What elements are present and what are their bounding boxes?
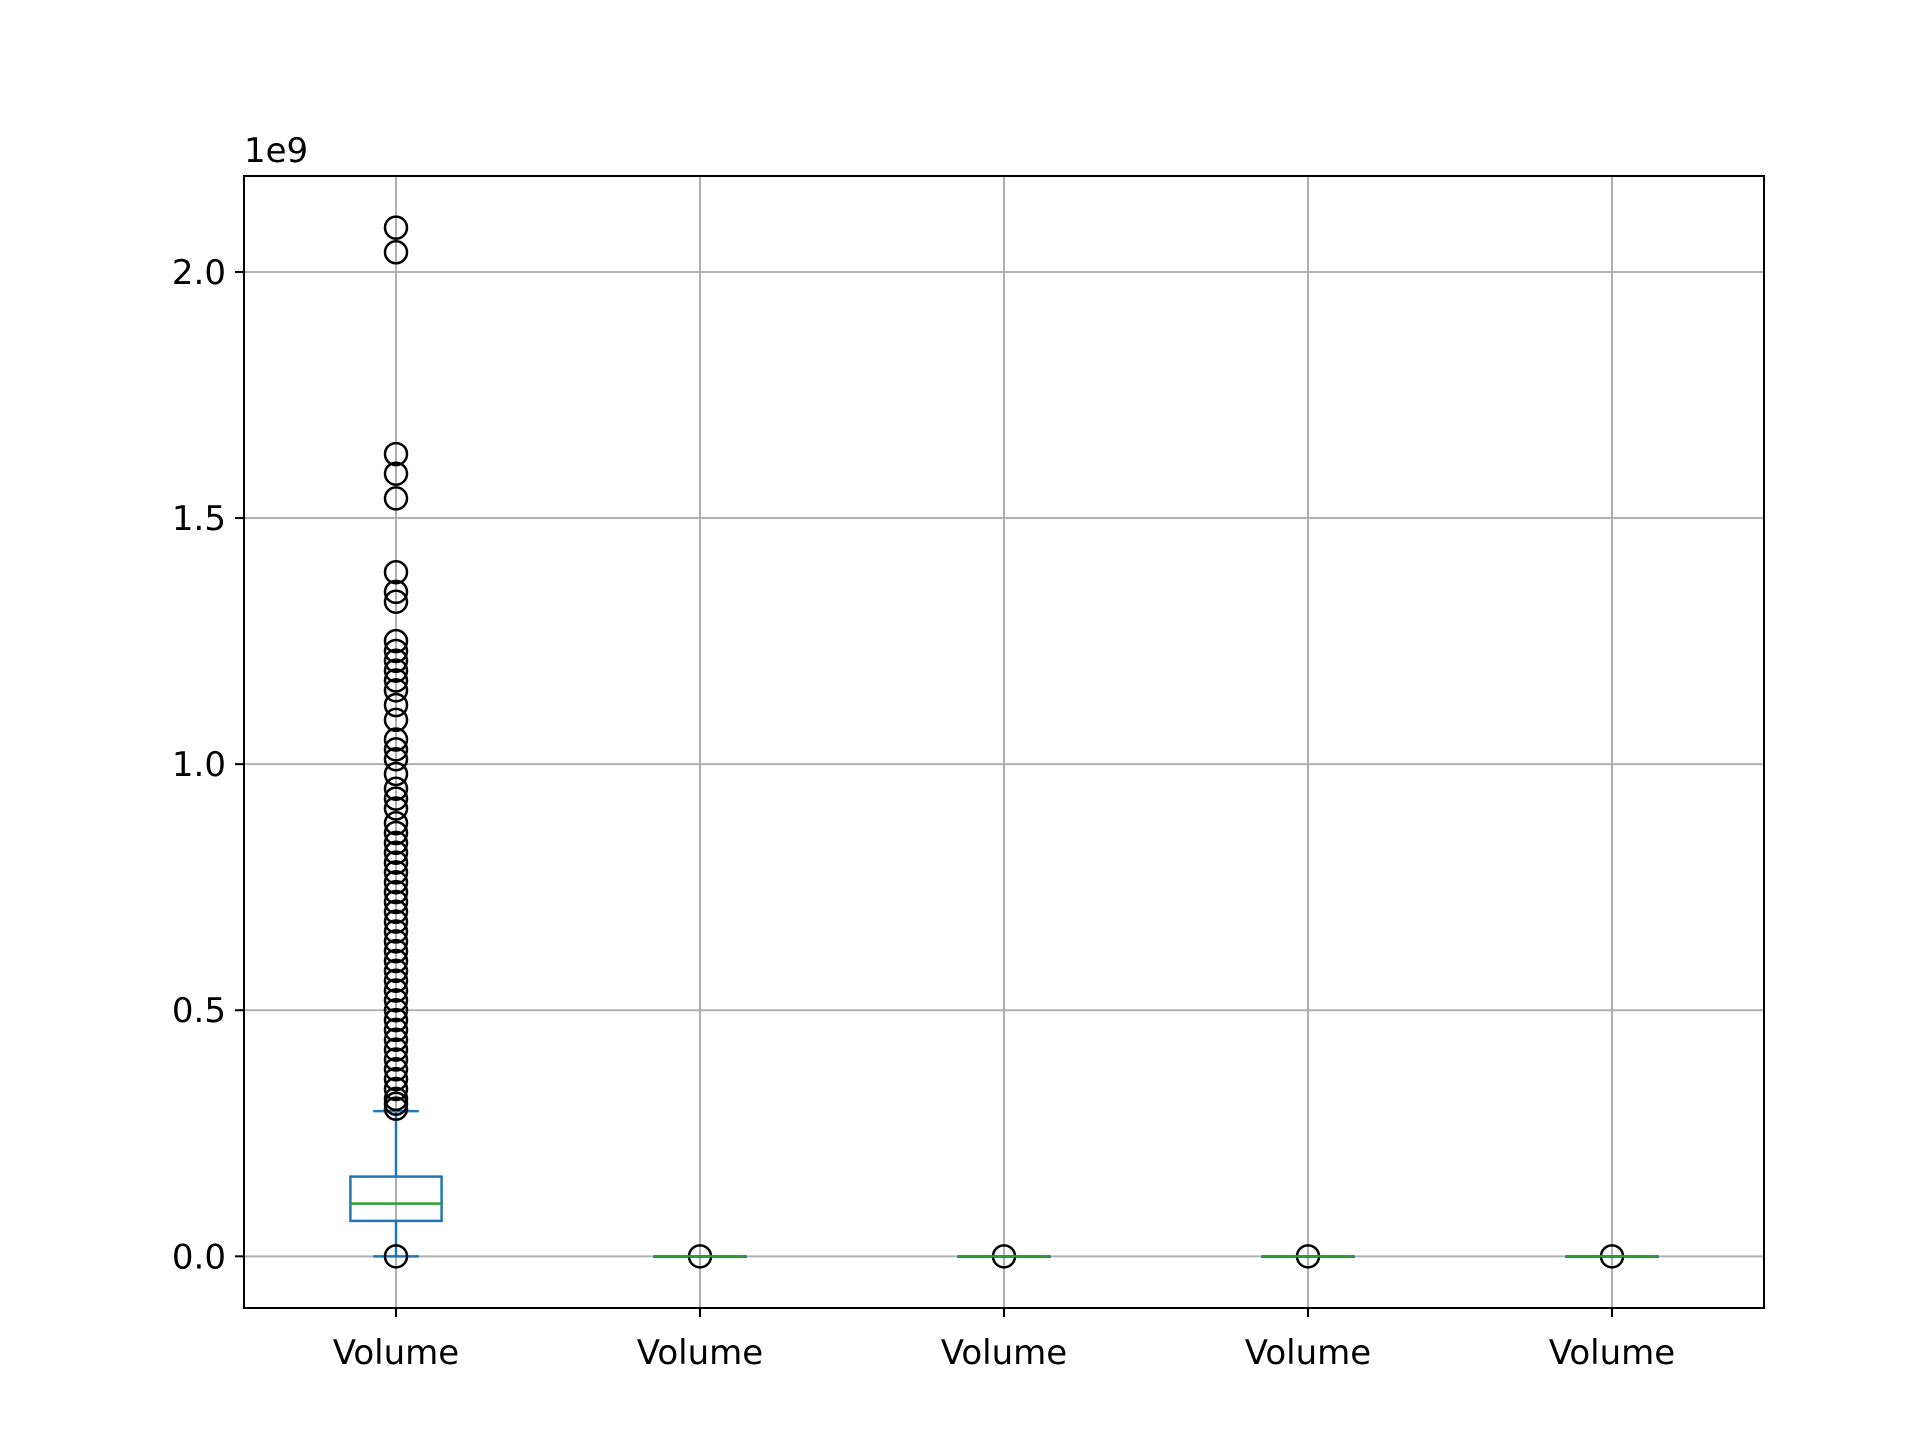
outlier-point xyxy=(383,648,409,674)
outlier-point xyxy=(383,938,409,964)
outlier-point xyxy=(383,746,409,772)
outlier-point xyxy=(383,830,409,856)
outlier-point xyxy=(383,678,409,703)
x-axis-ticks: Volume Volume Volume Volume Volume xyxy=(333,1308,1675,1373)
outlier-point xyxy=(383,1047,409,1072)
outlier-point xyxy=(383,559,409,585)
box-group xyxy=(957,1244,1051,1269)
outlier-point xyxy=(383,889,409,915)
outlier-point xyxy=(383,810,409,836)
outlier-point xyxy=(383,1027,409,1053)
outlier-point xyxy=(383,870,409,895)
outlier-point xyxy=(383,215,409,240)
outlier-point xyxy=(383,948,409,974)
box-group xyxy=(1565,1244,1659,1269)
outlier-point xyxy=(383,776,409,802)
y-tick-label: 0.0 xyxy=(172,1237,226,1277)
outlier-point xyxy=(383,978,409,1003)
outlier-point xyxy=(383,968,409,993)
outlier-point xyxy=(383,737,409,762)
x-tick-label: Volume xyxy=(941,1333,1067,1373)
outlier-point xyxy=(383,589,409,614)
outlier-point xyxy=(383,796,409,821)
y-tick-label: 1.5 xyxy=(172,499,226,539)
x-tick-label: Volume xyxy=(1245,1333,1371,1373)
outlier-point xyxy=(383,1076,409,1102)
outlier-point xyxy=(383,668,409,693)
outlier-point xyxy=(383,1037,409,1062)
outlier-point xyxy=(383,628,409,654)
outlier-point xyxy=(383,692,409,718)
outlier-point xyxy=(383,958,409,984)
y-tick-label: 0.5 xyxy=(172,991,226,1031)
outlier-point xyxy=(383,988,409,1013)
outlier-point xyxy=(383,707,409,733)
outlier-point xyxy=(383,461,409,487)
grid-layer xyxy=(244,176,1764,1308)
x-tick-label: Volume xyxy=(637,1333,763,1373)
outlier-point xyxy=(383,486,409,511)
outlier-point xyxy=(383,860,409,885)
box-iqr xyxy=(349,1175,443,1223)
box-group xyxy=(653,1244,747,1269)
outlier-point xyxy=(383,638,409,664)
outlier-point xyxy=(383,899,409,925)
outlier-point xyxy=(383,786,409,811)
outlier-point xyxy=(383,1017,409,1043)
outlier-point xyxy=(383,919,409,944)
y-tick-label: 2.0 xyxy=(172,253,226,293)
outlier-point xyxy=(383,240,409,265)
outlier-point xyxy=(383,840,409,865)
outlier-point xyxy=(383,929,409,954)
y-axis-offset-label: 1e9 xyxy=(244,131,308,171)
outlier-point xyxy=(383,909,409,934)
y-tick-label: 1.0 xyxy=(172,745,226,785)
outlier-point xyxy=(383,441,409,467)
x-tick-label: Volume xyxy=(1549,1333,1675,1373)
outlier-point xyxy=(383,1066,409,1092)
x-tick-label: Volume xyxy=(333,1333,459,1373)
outlier-point xyxy=(383,1244,409,1269)
outlier-point xyxy=(383,1057,409,1082)
outlier-point xyxy=(383,850,409,875)
outlier-point xyxy=(383,1007,409,1033)
outlier-point xyxy=(383,879,409,905)
box-layer xyxy=(349,215,1659,1269)
outlier-point xyxy=(383,761,409,787)
outlier-point xyxy=(383,997,409,1023)
outlier-point xyxy=(383,579,409,605)
outlier-point xyxy=(383,727,409,752)
outlier-point xyxy=(383,820,409,846)
box-group xyxy=(349,215,443,1269)
outlier-point xyxy=(383,1086,409,1112)
box-group xyxy=(1261,1244,1355,1269)
outlier-point xyxy=(383,658,409,683)
y-axis-ticks: 0.0 0.5 1.0 1.5 2.0 xyxy=(172,253,244,1277)
